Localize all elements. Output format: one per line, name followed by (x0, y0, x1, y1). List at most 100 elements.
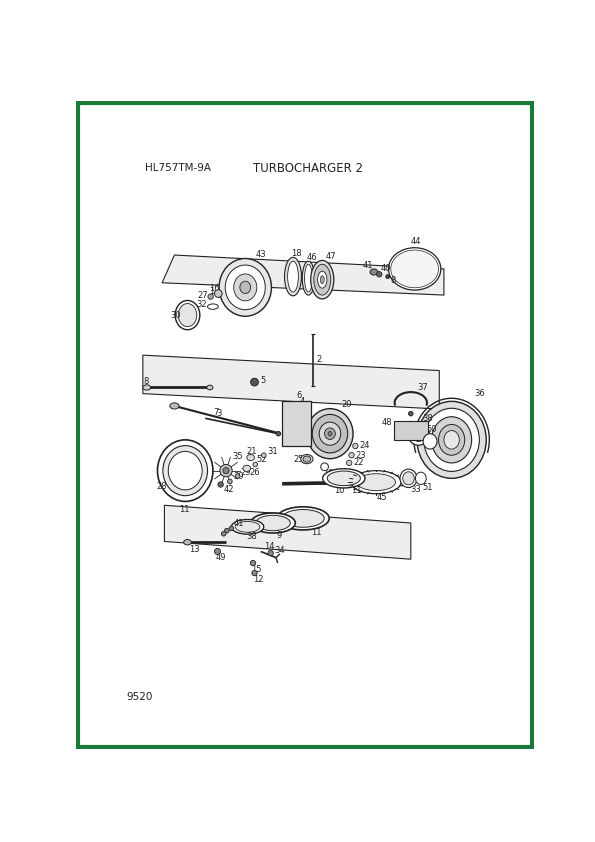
Circle shape (214, 290, 222, 297)
Ellipse shape (311, 260, 334, 299)
Text: 43: 43 (256, 250, 267, 258)
Ellipse shape (370, 269, 378, 275)
Circle shape (229, 526, 234, 530)
Ellipse shape (431, 417, 472, 463)
Text: 8: 8 (391, 276, 396, 285)
Text: 17: 17 (402, 428, 412, 437)
Ellipse shape (327, 471, 361, 486)
Text: 49: 49 (216, 553, 227, 562)
Text: 32: 32 (197, 300, 208, 309)
Ellipse shape (300, 455, 313, 464)
Ellipse shape (415, 472, 426, 484)
Text: 28: 28 (156, 482, 167, 491)
Ellipse shape (163, 445, 208, 496)
Text: 38: 38 (422, 413, 433, 423)
Circle shape (353, 443, 358, 449)
Ellipse shape (400, 469, 417, 488)
Ellipse shape (439, 424, 465, 456)
FancyBboxPatch shape (282, 402, 312, 446)
Text: 20: 20 (342, 400, 352, 409)
Text: 21: 21 (247, 447, 257, 456)
Ellipse shape (320, 276, 324, 284)
Text: 5: 5 (261, 376, 266, 385)
Text: 18: 18 (292, 249, 302, 258)
Text: 7: 7 (213, 408, 218, 418)
Ellipse shape (319, 422, 341, 445)
Ellipse shape (322, 469, 365, 488)
Text: TURBOCHARGER 2: TURBOCHARGER 2 (253, 162, 363, 174)
Ellipse shape (235, 521, 260, 532)
Ellipse shape (284, 258, 302, 296)
Ellipse shape (357, 474, 396, 491)
Circle shape (346, 461, 352, 466)
Text: 6: 6 (296, 391, 302, 400)
Text: 39: 39 (233, 472, 243, 482)
Ellipse shape (184, 540, 192, 545)
Ellipse shape (305, 264, 312, 292)
Text: 42: 42 (224, 485, 234, 493)
Ellipse shape (391, 250, 439, 288)
Ellipse shape (287, 261, 298, 292)
Text: 10: 10 (334, 486, 345, 495)
Ellipse shape (303, 456, 311, 462)
Circle shape (227, 479, 232, 484)
Text: 24: 24 (359, 441, 369, 450)
Ellipse shape (219, 258, 271, 317)
Text: 51: 51 (422, 483, 433, 492)
Polygon shape (162, 255, 444, 295)
Text: 12: 12 (253, 575, 264, 584)
Text: 47: 47 (326, 252, 337, 261)
Circle shape (250, 378, 258, 386)
Circle shape (268, 551, 273, 556)
Ellipse shape (318, 271, 327, 288)
Ellipse shape (444, 430, 459, 449)
Ellipse shape (403, 472, 414, 485)
Text: 8: 8 (143, 377, 149, 386)
Text: 4: 4 (299, 397, 305, 406)
Ellipse shape (277, 507, 329, 530)
Text: 35: 35 (232, 452, 243, 461)
Text: 2: 2 (317, 355, 322, 365)
Text: HL757TM-9A: HL757TM-9A (145, 163, 211, 173)
Circle shape (409, 412, 413, 416)
Text: 25: 25 (293, 455, 303, 464)
Circle shape (223, 467, 229, 474)
Text: 9: 9 (277, 530, 282, 540)
Text: 19: 19 (323, 469, 334, 478)
Text: 27: 27 (198, 290, 208, 300)
Ellipse shape (314, 264, 331, 295)
Text: 13: 13 (189, 546, 200, 554)
Text: 15: 15 (252, 565, 262, 573)
Ellipse shape (389, 248, 441, 290)
Ellipse shape (143, 385, 151, 390)
Text: 45: 45 (376, 493, 387, 502)
Text: 44: 44 (411, 237, 421, 246)
Text: 9520: 9520 (126, 692, 152, 702)
Text: 30: 30 (170, 311, 180, 320)
Text: 26: 26 (250, 468, 261, 477)
Text: 46: 46 (307, 253, 318, 262)
Ellipse shape (256, 515, 290, 530)
Ellipse shape (325, 428, 336, 440)
Polygon shape (143, 355, 439, 409)
Circle shape (253, 462, 258, 466)
Ellipse shape (408, 422, 430, 445)
Text: 1: 1 (209, 287, 214, 296)
Ellipse shape (231, 520, 264, 534)
Circle shape (377, 272, 382, 277)
Circle shape (306, 402, 311, 408)
Ellipse shape (250, 513, 295, 533)
Polygon shape (164, 505, 411, 559)
Ellipse shape (282, 509, 324, 527)
Ellipse shape (226, 265, 265, 310)
Text: 11: 11 (311, 528, 321, 536)
Text: 23: 23 (355, 450, 366, 460)
Ellipse shape (417, 402, 486, 478)
Ellipse shape (243, 466, 250, 472)
Circle shape (250, 560, 256, 566)
Circle shape (221, 531, 226, 536)
Ellipse shape (307, 408, 353, 459)
Ellipse shape (234, 274, 257, 301)
Text: 11: 11 (179, 504, 190, 514)
Ellipse shape (247, 455, 255, 461)
